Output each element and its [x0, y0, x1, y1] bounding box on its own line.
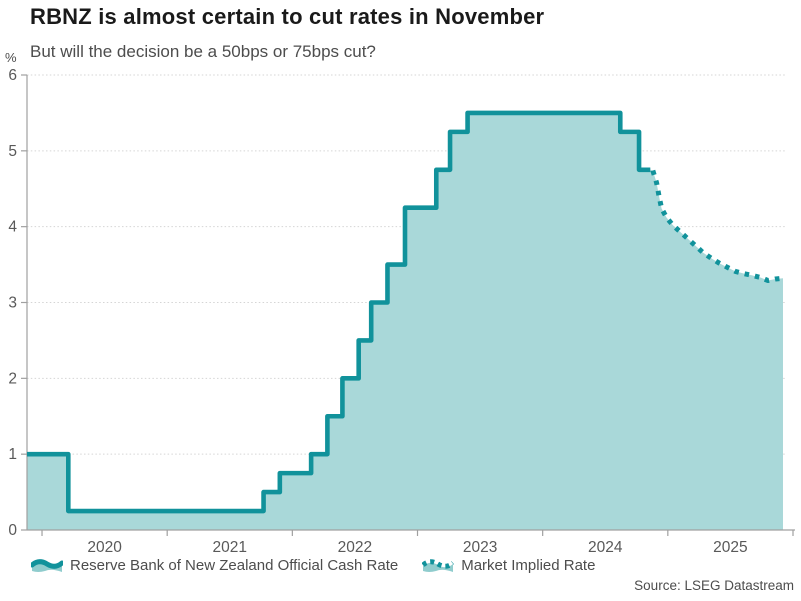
x-tick-label-2024: 2024	[588, 539, 623, 556]
x-tick-label-2020: 2020	[87, 539, 122, 556]
y-tick-label-6: 6	[8, 67, 17, 84]
y-tick-label-5: 5	[8, 143, 17, 160]
y-tick-label-3: 3	[8, 295, 17, 312]
chart-subtitle: But will the decision be a 50bps or 75bp…	[30, 42, 376, 61]
x-tick-label-2021: 2021	[213, 539, 247, 556]
y-tick-label-0: 0	[8, 522, 17, 539]
chart-legend: Reserve Bank of New Zealand Official Cas…	[31, 556, 595, 574]
x-tick-label-2022: 2022	[338, 539, 372, 556]
market-implied-rate-line	[650, 169, 784, 284]
legend-label-market-implied-rate: Market Implied Rate	[461, 556, 596, 574]
y-tick-label-2: 2	[8, 370, 17, 387]
solid-line-legend-icon	[31, 559, 63, 572]
x-tick-label-2025: 2025	[713, 539, 747, 556]
dotted-line-legend-icon	[422, 559, 455, 572]
official-cash-rate-line	[27, 110, 651, 514]
source-credit: Source: LSEG Datastream	[634, 578, 794, 593]
legend-label-official-cash-rate: Reserve Bank of New Zealand Official Cas…	[70, 556, 399, 574]
legend-item-market-implied-rate: Market Implied Rate	[422, 556, 595, 574]
y-tick-label-4: 4	[8, 219, 17, 236]
y-tick-label-1: 1	[8, 446, 17, 463]
page-title: RBNZ is almost certain to cut rates in N…	[30, 4, 545, 29]
rate-area-fill	[27, 112, 783, 531]
legend-item-official-cash-rate: Reserve Bank of New Zealand Official Cas…	[31, 556, 398, 574]
y-axis-unit-label: %	[5, 50, 17, 65]
x-tick-label-2023: 2023	[463, 539, 497, 556]
